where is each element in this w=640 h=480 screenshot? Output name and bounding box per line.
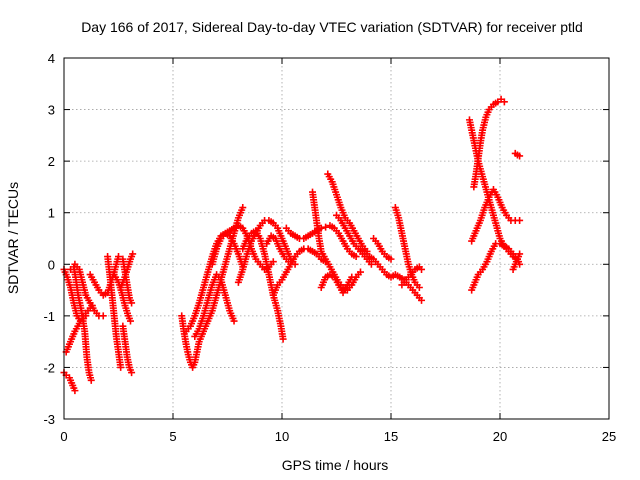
x-tick-label: 20 — [493, 429, 507, 444]
x-tick-label: 0 — [60, 429, 67, 444]
y-tick-label: 3 — [48, 103, 55, 118]
x-tick-label: 10 — [275, 429, 289, 444]
series-s10 — [119, 255, 136, 307]
chart-title: Day 166 of 2017, Sidereal Day-to-day VTE… — [81, 19, 583, 35]
data-point — [129, 250, 137, 258]
series-s22 — [324, 170, 371, 255]
data-point — [71, 387, 79, 395]
series-s28 — [398, 263, 426, 289]
series-s14 — [191, 271, 238, 340]
series-s5 — [71, 260, 107, 320]
data-point — [285, 258, 293, 266]
y-tick-label: -3 — [43, 412, 55, 427]
data-point — [128, 299, 136, 307]
series-s9 — [119, 322, 136, 377]
plot-frame — [63, 57, 610, 420]
data-point — [348, 273, 356, 281]
data-point — [322, 223, 330, 231]
y-axis-label: SDTVAR / TECUs — [5, 182, 21, 294]
series-s11 — [117, 250, 137, 291]
x-axis-label: GPS time / hours — [282, 457, 389, 473]
series-s31 — [470, 95, 508, 191]
data-point — [516, 250, 524, 258]
y-tick-label: 4 — [48, 51, 55, 66]
data-point — [516, 152, 524, 160]
data-point — [279, 335, 287, 343]
series-s6 — [86, 253, 122, 299]
data-point — [230, 317, 238, 325]
data-point — [418, 265, 426, 273]
data-point — [87, 376, 95, 384]
data-point — [239, 204, 247, 212]
y-tick-label: -2 — [43, 360, 55, 375]
y-tick-label: -1 — [43, 309, 55, 324]
series-s13 — [182, 229, 247, 335]
data-point — [269, 258, 277, 266]
y-tick-label: 1 — [48, 206, 55, 221]
data-point — [117, 363, 125, 371]
series-s4 — [67, 263, 95, 384]
y-tick-label: 2 — [48, 154, 55, 169]
data-point — [387, 255, 395, 263]
axis-ticks: -3 -2 -1 0 1 2 3 4 0 5 10 15 20 25 — [43, 51, 616, 444]
x-tick-label: 5 — [169, 429, 176, 444]
series-s7 — [104, 253, 125, 371]
data-points — [60, 95, 524, 395]
grid — [64, 58, 609, 419]
x-tick-label: 15 — [384, 429, 398, 444]
data-point — [415, 283, 423, 291]
series-s30 — [468, 240, 524, 294]
data-point — [352, 253, 360, 261]
data-point — [128, 369, 136, 377]
series-s34 — [511, 149, 524, 160]
y-tick-label: 0 — [48, 257, 55, 272]
series-s33 — [509, 250, 524, 273]
data-point — [367, 260, 375, 268]
data-point — [356, 268, 364, 276]
series-s2 — [60, 369, 79, 395]
data-point — [516, 216, 524, 224]
data-point — [126, 317, 134, 325]
series-s20 — [282, 222, 360, 261]
data-point — [115, 253, 122, 261]
series-s26 — [370, 235, 395, 263]
data-point — [99, 312, 107, 320]
data-point — [500, 98, 508, 106]
series-s19 — [263, 232, 293, 266]
series-s24 — [317, 271, 356, 297]
series-s32 — [468, 186, 524, 245]
data-point — [418, 296, 426, 304]
x-tick-label: 25 — [602, 429, 616, 444]
